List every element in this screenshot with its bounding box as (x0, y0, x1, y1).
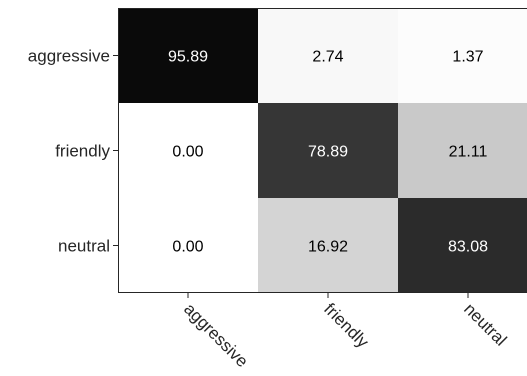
y-tick-label: friendly (55, 142, 110, 161)
heatmap-cell (118, 8, 258, 103)
plot-area-frame (118, 8, 527, 293)
cell-value-label: 2.74 (312, 49, 343, 66)
heatmap-cell (258, 198, 398, 293)
cell-value-label: 0.00 (172, 239, 203, 256)
x-tick-label: friendly (320, 299, 373, 352)
x-axis-ticks: aggressive friendly neutral (180, 293, 510, 371)
heatmap-cell (258, 8, 398, 103)
heatmap-cell (398, 103, 527, 198)
cell-value-label: 95.89 (168, 49, 208, 66)
y-tick-label: aggressive (28, 47, 110, 66)
cell-value-label: 16.92 (308, 239, 348, 256)
cell-value-label: 0.00 (172, 144, 203, 161)
heatmap-cell (118, 198, 258, 293)
heatmap-cell-labels: 95.89 2.74 1.37 0.00 78.89 21.11 0.00 16.92 83.0… (168, 49, 488, 256)
cell-value-label: 78.89 (308, 144, 348, 161)
heatmap-cell (398, 8, 527, 103)
y-axis-ticks: aggressive friendly neutral (28, 47, 118, 256)
y-tick-label: neutral (58, 237, 110, 256)
heatmap-cells (118, 8, 527, 293)
heatmap-cell (398, 198, 527, 293)
cell-value-label: 21.11 (449, 144, 488, 161)
x-tick-label: aggressive (180, 299, 252, 371)
heatmap-cell (118, 103, 258, 198)
cell-value-label: 83.08 (448, 239, 488, 256)
heatmap-cell (258, 103, 398, 198)
x-tick-label: neutral (460, 299, 510, 349)
cell-value-label: 1.37 (452, 49, 483, 66)
